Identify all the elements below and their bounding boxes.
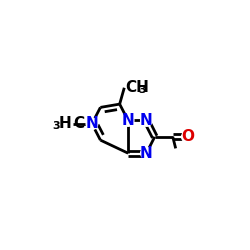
Circle shape: [141, 148, 152, 159]
Text: N: N: [86, 116, 98, 131]
Text: C: C: [74, 116, 85, 131]
Text: 3: 3: [52, 121, 60, 131]
Text: O: O: [181, 129, 194, 144]
Text: H: H: [59, 116, 72, 131]
Text: 3: 3: [138, 85, 146, 95]
Text: N: N: [122, 113, 134, 128]
Text: N: N: [140, 146, 153, 161]
Text: N: N: [140, 113, 153, 128]
Circle shape: [141, 115, 152, 126]
Text: CH: CH: [125, 80, 149, 95]
Circle shape: [86, 118, 98, 130]
Circle shape: [182, 131, 193, 142]
Circle shape: [122, 115, 134, 126]
